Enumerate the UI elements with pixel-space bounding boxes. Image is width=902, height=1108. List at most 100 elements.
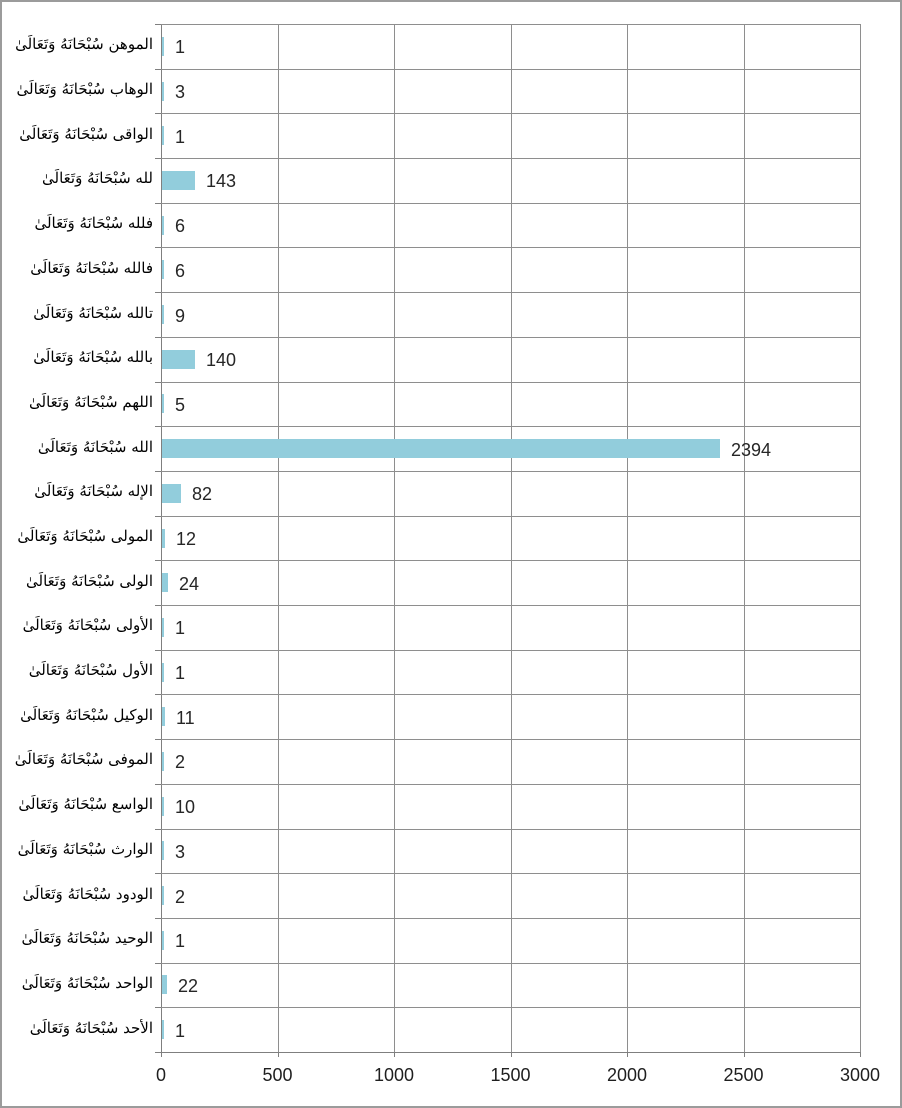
gridline-horizontal [161,784,860,785]
category-axis-tick [155,1052,161,1053]
category-label: الأحد سُبْحَانَهُ وَتَعَالَىٰ [29,1019,153,1037]
value-label: 2 [175,887,186,907]
gridline-vertical [277,24,279,1052]
category-axis-tick [155,203,161,204]
value-label: 2394 [731,440,772,460]
value-label: 1 [175,37,186,57]
value-label: 1 [175,1021,186,1041]
value-label: 3 [175,82,186,102]
value-label: 2 [175,752,186,772]
bar [162,37,164,56]
category-label: الوحيد سُبْحَانَهُ وَتَعَالَىٰ [21,929,153,947]
x-tick-label: 0 [155,1065,167,1085]
category-label: الموفى سُبْحَانَهُ وَتَعَالَىٰ [14,750,153,768]
value-label: 3 [175,842,186,862]
bar [162,439,720,458]
category-axis-tick [155,292,161,293]
gridline-horizontal [161,69,860,70]
bar [162,618,164,637]
category-label: الأول سُبْحَانَهُ وَتَعَالَىٰ [28,661,153,679]
gridline-vertical [743,24,745,1052]
x-tick-label: 2500 [723,1065,764,1085]
category-axis-tick [155,650,161,651]
bar [162,484,181,503]
gridline-vertical [394,24,395,1052]
category-label: الوكيل سُبْحَانَهُ وَتَعَالَىٰ [20,706,153,724]
value-label: 5 [175,395,186,415]
x-tick-label: 2000 [606,1065,648,1085]
category-axis-tick [155,516,161,517]
x-tick-label: 500 [262,1065,293,1085]
value-label: 24 [179,574,200,594]
bar [162,663,164,682]
category-axis-tick [155,963,161,964]
bar [162,752,164,771]
bar [162,886,164,905]
category-axis-tick [155,739,161,740]
category-label: الأولى سُبْحَانَهُ وَتَعَالَىٰ [22,616,153,634]
category-label: الولى سُبْحَانَهُ وَتَعَالَىٰ [26,572,153,590]
category-axis-tick [155,829,161,830]
gridline-horizontal [161,1007,860,1008]
category-axis-tick [155,918,161,919]
value-label: 10 [175,797,196,817]
gridline-horizontal [161,516,860,517]
category-axis-tick [155,69,161,70]
value-label: 22 [178,976,199,996]
bar [162,707,165,726]
category-axis-tick [155,694,161,695]
category-label: الواسع سُبْحَانَهُ وَتَعَالَىٰ [18,795,153,813]
category-label: فلله سُبْحَانَهُ وَتَعَالَىٰ [34,214,153,232]
y-axis-line [161,24,162,1052]
x-axis-tick [277,1052,279,1057]
value-label: 143 [206,171,237,191]
category-axis-tick [155,247,161,248]
bar [162,529,165,548]
x-tick-label: 3000 [839,1065,881,1085]
category-label: الله سُبْحَانَهُ وَتَعَالَىٰ [37,438,153,456]
bar [162,931,164,950]
bar [162,171,195,190]
gridline-vertical [860,24,861,1052]
bar [162,82,164,101]
x-axis-line [161,1052,860,1053]
gridline-horizontal [161,829,860,830]
gridline-horizontal [161,963,860,964]
gridline-horizontal [161,113,860,114]
value-label: 6 [175,261,186,281]
category-label: الودود سُبْحَانَهُ وَتَعَالَىٰ [22,885,154,903]
gridline-horizontal [161,739,860,740]
category-axis-tick [155,784,161,785]
category-label: الوارث سُبْحَانَهُ وَتَعَالَىٰ [17,840,153,858]
category-label: الإله سُبْحَانَهُ وَتَعَالَىٰ [34,482,153,500]
value-label: 11 [176,708,195,728]
gridline-horizontal [161,24,860,25]
value-label: 6 [175,216,186,236]
gridline-horizontal [161,426,860,427]
category-axis-tick [155,337,161,338]
bar [162,305,164,324]
value-label: 1 [175,127,186,147]
x-axis-tick [394,1052,395,1057]
x-tick-label: 1000 [373,1065,415,1085]
value-label: 9 [175,306,186,326]
bar [162,260,164,279]
category-label: المولى سُبْحَانَهُ وَتَعَالَىٰ [17,527,153,545]
bar [162,975,167,994]
category-axis-tick [155,1007,161,1008]
bar [162,216,164,235]
category-label: الموهن سُبْحَانَهُ وَتَعَالَىٰ [15,35,153,53]
value-label: 82 [192,484,213,504]
bar [162,350,195,369]
category-axis-tick [155,382,161,383]
gridline-horizontal [161,292,860,293]
value-label: 1 [175,618,186,638]
x-axis-tick [743,1052,745,1057]
category-axis-tick [155,24,161,25]
value-label: 140 [206,350,237,370]
category-label: لله سُبْحَانَهُ وَتَعَالَىٰ [42,169,153,187]
bar [162,126,164,145]
gridline-horizontal [161,560,860,561]
category-label: اللهم سُبْحَانَهُ وَتَعَالَىٰ [29,393,153,411]
